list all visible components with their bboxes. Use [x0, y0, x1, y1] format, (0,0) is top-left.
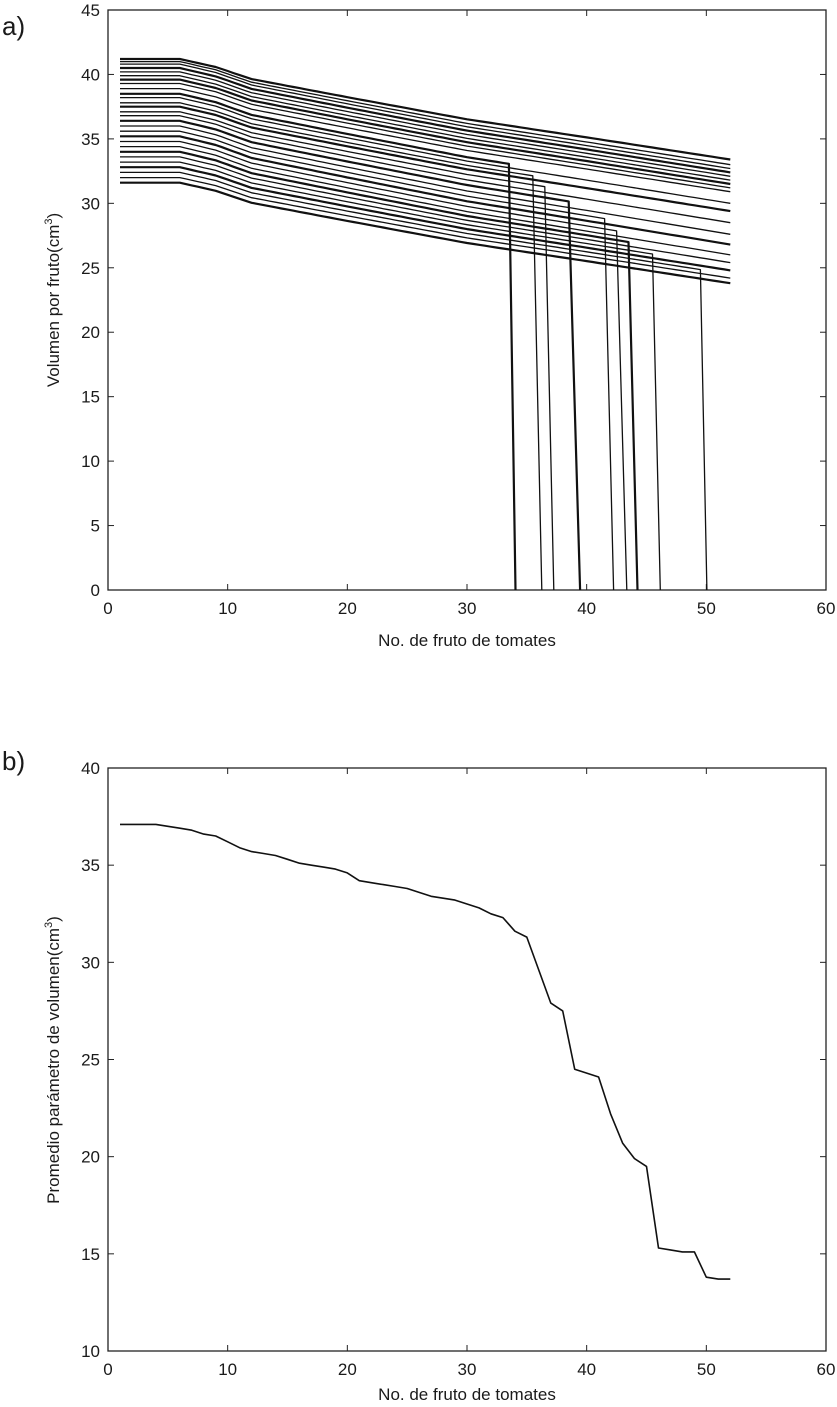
panel-a-x-tick-label: 50 [697, 599, 716, 618]
panel-a-y-axis-title: Volumen por fruto(cm3) [43, 213, 63, 387]
panel-b-y-tick-label: 10 [81, 1342, 100, 1361]
panel-b-x-tick-label: 40 [577, 1360, 596, 1379]
panel-a-series-line [120, 130, 615, 591]
panel-a-series-line [120, 135, 731, 246]
panel-b-y-axis-title-end: ) [44, 916, 63, 922]
panel-a-x-tick-label: 30 [458, 599, 477, 618]
panel-a-series-line [120, 92, 517, 591]
panel-a-y-axis-title-end: ) [44, 213, 63, 219]
panel-a-series-line [120, 171, 708, 591]
panel-a-series-line [120, 115, 731, 224]
panel-b-x-tick-label: 50 [697, 1360, 716, 1379]
panel-b-y-tick-label: 30 [81, 953, 100, 972]
panel-b-frame [107, 767, 827, 1352]
chart-panel-a: a) 0 10 20 30 40 50 60 0 5 10 15 20 25 30 35 40 45 No. d… [2, 1, 835, 650]
panel-b-y-tick-label: 15 [81, 1245, 100, 1264]
panel-a-x-tick-label: 10 [218, 599, 237, 618]
panel-a-x-tick-label: 40 [577, 599, 596, 618]
panel-b-y-tick-label: 35 [81, 856, 100, 875]
panel-a-series-line [120, 78, 731, 186]
panel-a-x-tick-label: 0 [103, 599, 112, 618]
panel-a-series-line [120, 176, 731, 279]
panel-a-y-tick-label: 30 [81, 194, 100, 213]
panel-a-series-line [120, 119, 582, 591]
panel-b-y-tick-label: 20 [81, 1148, 100, 1167]
panel-a-series-line [120, 57, 731, 161]
panel-a-series-line [120, 71, 731, 177]
panel-a-x-tick-label: 60 [817, 599, 836, 618]
panel-b-x-tick-label: 60 [817, 1360, 836, 1379]
panel-a-y-tick-label: 20 [81, 323, 100, 342]
panel-a-y-tick-label: 5 [91, 517, 100, 536]
panel-a-y-tick-label: 0 [91, 581, 100, 600]
panel-a-y-tick-label: 45 [81, 1, 100, 20]
panel-b-x-tick-label: 10 [218, 1360, 237, 1379]
panel-b-x-tick-label: 30 [458, 1360, 477, 1379]
panel-a-x-tick-label: 20 [338, 599, 357, 618]
panel-a-series-line [120, 75, 731, 181]
panel-a-series-line [120, 150, 639, 591]
panel-b-y-tick-label: 40 [81, 759, 100, 778]
panel-a-y-tick-label: 10 [81, 452, 100, 471]
panel-a-series-group [120, 57, 731, 591]
panel-a-y-axis-title-main: Volumen por fruto(cm [44, 225, 63, 388]
panel-a-y-tick-label: 15 [81, 388, 100, 407]
panel-a-series-line [120, 63, 731, 170]
panel-a-series-line [120, 140, 628, 591]
panel-a-series-line [120, 105, 731, 213]
panel-a-series-line [120, 156, 731, 264]
panel-a-series-line [120, 161, 661, 591]
panel-a-series-line [120, 125, 731, 235]
panel-b-x-axis-title: No. de fruto de tomates [378, 1385, 556, 1404]
panel-a-series-line [120, 102, 543, 591]
panel-b-y-axis-title: Promedio parámetro de volumen(cm3) [43, 916, 63, 1204]
panel-a-x-axis-title: No. de fruto de tomates [378, 631, 556, 650]
panel-a-series-line [120, 145, 731, 256]
panel-a-series-line [120, 166, 731, 272]
panel-b-x-tick-label: 20 [338, 1360, 357, 1379]
panel-a-series-line [120, 96, 731, 204]
panel-a-y-axis-title-sup: 3 [43, 219, 55, 225]
panel-a-label: a) [2, 11, 25, 41]
panel-a-series-line [120, 82, 731, 189]
panel-b-series-group [120, 823, 731, 1280]
panel-b-label: b) [2, 746, 25, 776]
panel-a-series-line [120, 181, 731, 285]
panel-a-ticks: 0 10 20 30 40 50 60 0 5 10 15 20 25 30 35 40 45 [81, 1, 835, 618]
panel-a-y-tick-label: 40 [81, 65, 100, 84]
panel-b-y-axis-title-main: Promedio parámetro de volumen(cm [44, 928, 63, 1204]
panel-a-series-line [120, 87, 731, 193]
panel-b-y-tick-label: 25 [81, 1051, 100, 1070]
panel-a-series-line [120, 66, 731, 174]
panel-a-y-tick-label: 25 [81, 259, 100, 278]
panel-b-series-line [120, 823, 731, 1280]
panel-b-y-axis-title-sup: 3 [43, 922, 55, 928]
panel-b-x-tick-label: 0 [103, 1360, 112, 1379]
panel-a-series-line [120, 111, 555, 591]
panel-a-series-line [120, 60, 731, 166]
panel-a-y-tick-label: 35 [81, 130, 100, 149]
